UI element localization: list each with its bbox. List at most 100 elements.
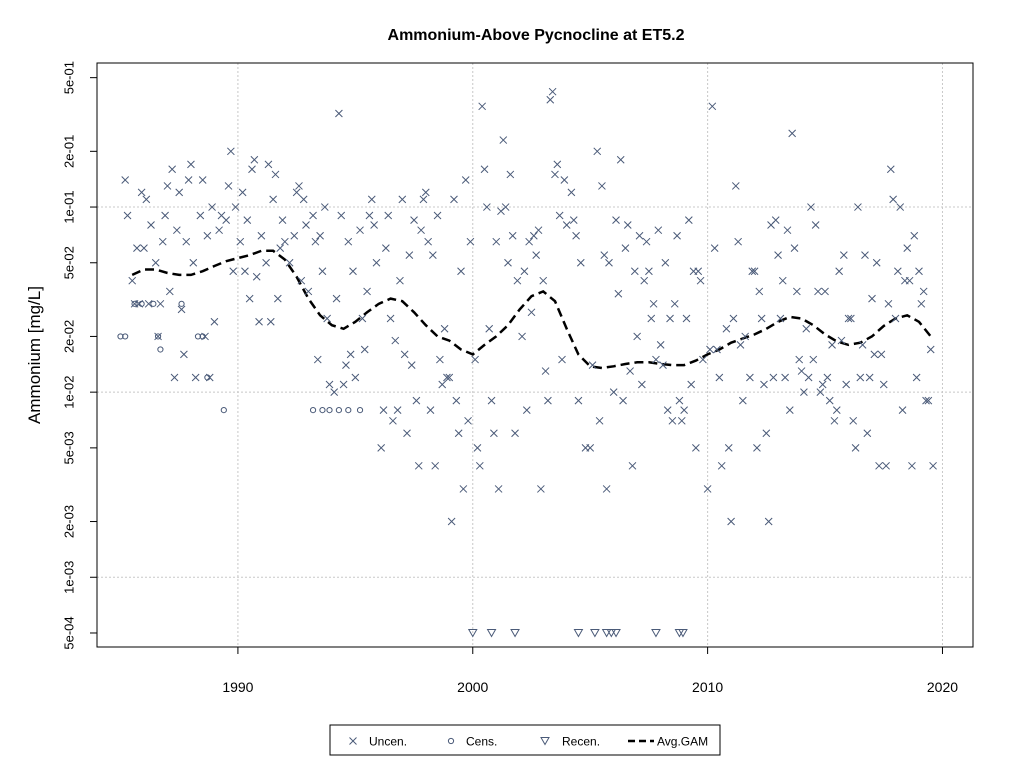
uncensored-point: [633, 332, 642, 341]
uncensored-point: [189, 258, 198, 267]
uncensored-point: [922, 396, 930, 405]
uncensored-point: [398, 195, 407, 204]
uncensored-point: [511, 429, 519, 438]
uncensored-point: [163, 182, 172, 190]
uncensored-point: [729, 314, 738, 323]
uncensored-point: [464, 416, 472, 425]
uncensored-point: [372, 258, 381, 267]
uncensored-point: [539, 276, 548, 285]
uncensored-point: [419, 195, 428, 204]
uncensored-point: [804, 373, 813, 382]
uncensored-point: [285, 258, 294, 267]
uncensored-point: [302, 221, 310, 229]
uncensored-point: [161, 211, 169, 220]
uncensored-point: [647, 314, 656, 323]
uncensored-point: [459, 485, 468, 493]
uncensored-point: [708, 102, 717, 111]
x-tick-label: 2010: [692, 679, 723, 695]
uncensored-point: [645, 267, 653, 276]
uncensored-point: [335, 109, 343, 118]
uncensored-point: [856, 373, 865, 382]
uncensored-point: [403, 429, 411, 438]
data-points: [117, 87, 937, 638]
uncensored-point: [823, 373, 832, 382]
uncensored-point: [600, 251, 609, 259]
uncensored-point: [830, 416, 839, 425]
uncensored-point: [414, 461, 423, 470]
gam-line: [131, 249, 932, 370]
uncensored-point: [875, 461, 883, 470]
censored-point: [157, 346, 164, 353]
uncensored-point: [558, 355, 566, 364]
uncensored-point: [762, 429, 771, 438]
uncensored-point: [562, 221, 571, 229]
uncensored-point: [872, 258, 881, 267]
uncensored-point: [433, 211, 442, 220]
uncensored-point: [356, 226, 364, 235]
uncensored-point: [172, 226, 181, 235]
uncensored-point: [292, 188, 301, 197]
y-tick-label: 2e-02: [62, 320, 77, 353]
uncensored-point: [814, 287, 822, 296]
censored-point: [309, 406, 317, 414]
uncensored-point: [365, 211, 374, 220]
uncensored-point: [811, 221, 820, 229]
uncensored-point: [281, 237, 289, 246]
uncensored-point: [659, 361, 667, 369]
uncensored-point: [137, 188, 146, 197]
uncensored-point: [614, 289, 623, 298]
uncensored-point: [537, 485, 545, 493]
uncensored-point: [884, 299, 893, 308]
uncensored-point: [269, 195, 277, 204]
uncensored-point: [626, 367, 634, 375]
uncensored-point: [863, 429, 872, 438]
uncensored-point: [513, 276, 522, 285]
uncensored-point: [929, 461, 937, 470]
uncensored-point: [165, 287, 174, 296]
uncensored-point: [266, 317, 275, 326]
uncensored-point: [426, 406, 435, 414]
uncensored-point: [151, 258, 160, 267]
uncensored-point: [800, 388, 808, 397]
uncensored-point: [534, 226, 543, 235]
censored-point: [326, 406, 333, 414]
uncensored-point: [290, 231, 299, 240]
uncensored-point: [694, 267, 703, 276]
uncensored-point: [332, 294, 341, 303]
uncensored-point: [447, 517, 456, 526]
uncensored-point: [231, 203, 240, 211]
uncensored-point: [440, 324, 449, 333]
uncensored-point: [668, 416, 677, 425]
y-tick-label: 1e-01: [62, 190, 77, 223]
uncensored-point: [868, 294, 876, 303]
uncensored-point: [835, 267, 843, 276]
uncensored-point: [351, 373, 360, 382]
y-tick-label: 1e-03: [62, 561, 77, 594]
uncensored-point: [224, 182, 233, 190]
recensored-point: [651, 628, 661, 638]
legend-item-label: Uncen.: [369, 735, 407, 749]
uncensored-point: [924, 396, 933, 405]
uncensored-point: [640, 276, 649, 285]
uncensored-point: [652, 355, 660, 364]
x-tick-label: 2000: [457, 679, 488, 695]
uncensored-point: [623, 221, 632, 229]
chart-title: Ammonium-Above Pycnocline at ET5.2: [388, 27, 685, 44]
uncensored-point: [576, 258, 585, 267]
uncensored-point: [722, 324, 731, 333]
uncensored-point: [802, 324, 811, 333]
uncensored-point: [391, 336, 400, 345]
uncensored-point: [410, 216, 418, 224]
gam-curve-layer: [131, 249, 932, 370]
uncensored-point: [405, 251, 414, 259]
uncensored-point: [532, 251, 541, 259]
uncensored-point: [569, 216, 578, 224]
uncensored-point: [518, 332, 526, 341]
uncensored-point: [144, 299, 153, 308]
censored-point: [220, 406, 227, 414]
uncensored-point: [407, 361, 416, 369]
legend-swatch: [540, 737, 550, 746]
uncensored-point: [461, 176, 470, 184]
uncensored-point: [180, 350, 188, 359]
uncensored-point: [656, 341, 665, 349]
